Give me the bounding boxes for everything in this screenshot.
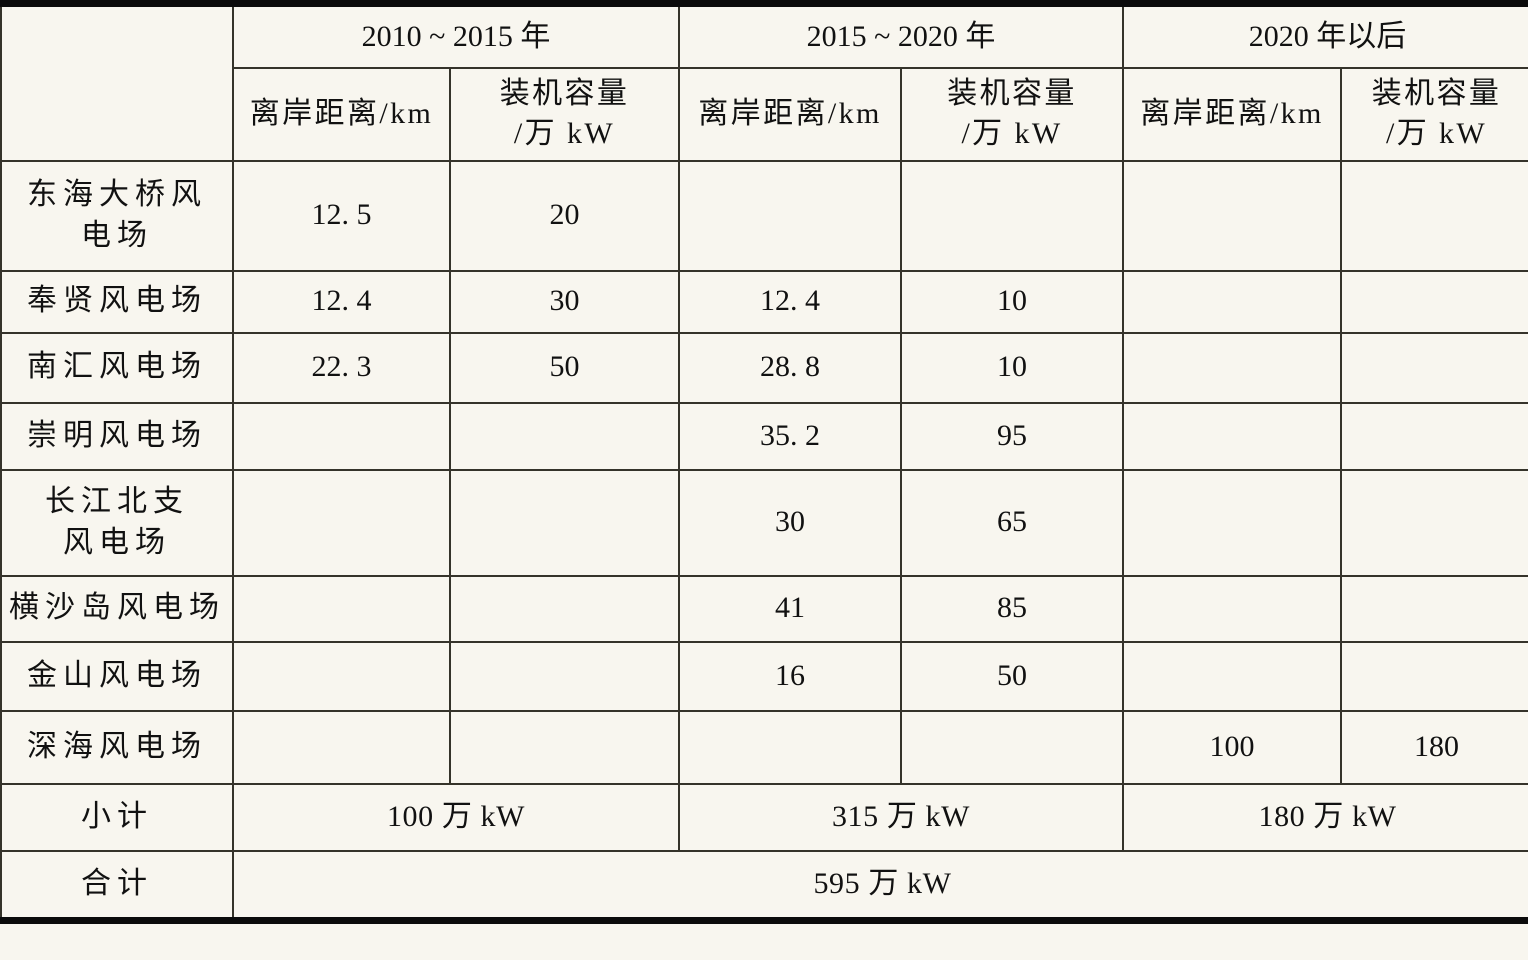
capacity-cell: 85 xyxy=(900,574,1125,643)
subtotal-2015-2020: 315 万 kW xyxy=(678,782,1125,852)
distance-cell xyxy=(1122,574,1343,643)
capacity-cell xyxy=(448,401,681,471)
period-header-2015-2020: 2015 ~ 2020 年 xyxy=(678,3,1125,69)
capacity-header-after-2020: 装机容量 /万 kW xyxy=(1340,66,1528,162)
table-row-chongming: 崇明风电场 35. 2 95 xyxy=(0,401,1528,471)
table-row-changjiang-north: 长江北支 风电场 30 65 xyxy=(0,468,1528,577)
distance-cell xyxy=(678,159,903,272)
distance-cell xyxy=(678,709,903,785)
distance-cell xyxy=(232,709,451,785)
distance-cell: 12. 5 xyxy=(232,159,451,272)
distance-cell: 22. 3 xyxy=(232,331,451,404)
distance-cell xyxy=(1122,468,1343,577)
capacity-cell xyxy=(1340,159,1528,272)
row-label: 金山风电场 xyxy=(0,640,234,712)
distance-cell: 12. 4 xyxy=(232,269,451,334)
distance-cell xyxy=(1122,640,1343,712)
row-label: 东海大桥风 电场 xyxy=(0,159,234,272)
capacity-cell xyxy=(900,159,1125,272)
corner-cell xyxy=(0,3,234,162)
table-row-jinshan: 金山风电场 16 50 xyxy=(0,640,1528,712)
capacity-cell xyxy=(448,468,681,577)
capacity-cell: 10 xyxy=(900,269,1125,334)
capacity-cell xyxy=(900,709,1125,785)
row-label: 崇明风电场 xyxy=(0,401,234,471)
period-header-after-2020: 2020 年以后 xyxy=(1122,3,1528,69)
table-row-fengxian: 奉贤风电场 12. 4 30 12. 4 10 xyxy=(0,269,1528,334)
header-row-periods: 2010 ~ 2015 年 2015 ~ 2020 年 2020 年以后 xyxy=(0,3,1528,162)
capacity-cell: 95 xyxy=(900,401,1125,471)
capacity-cell: 30 xyxy=(448,269,681,334)
capacity-cell: 180 xyxy=(1340,709,1528,785)
distance-cell: 100 xyxy=(1122,709,1343,785)
capacity-cell: 50 xyxy=(900,640,1125,712)
row-label: 横沙岛风电场 xyxy=(0,574,234,643)
distance-cell: 35. 2 xyxy=(678,401,903,471)
distance-cell: 12. 4 xyxy=(678,269,903,334)
capacity-cell xyxy=(1340,574,1528,643)
capacity-header-2015-2020: 装机容量 /万 kW xyxy=(900,66,1125,162)
distance-cell: 28. 8 xyxy=(678,331,903,404)
subtotal-label: 小计 xyxy=(0,782,234,852)
distance-cell: 16 xyxy=(678,640,903,712)
capacity-cell xyxy=(1340,269,1528,334)
table-row-hengsha-island: 横沙岛风电场 41 85 xyxy=(0,574,1528,643)
capacity-cell xyxy=(1340,401,1528,471)
capacity-cell xyxy=(1340,640,1528,712)
capacity-cell xyxy=(448,640,681,712)
distance-header-after-2020: 离岸距离/km xyxy=(1122,66,1343,162)
total-label: 合计 xyxy=(0,849,234,921)
distance-cell xyxy=(232,574,451,643)
distance-cell xyxy=(232,640,451,712)
capacity-cell: 10 xyxy=(900,331,1125,404)
distance-cell xyxy=(1122,269,1343,334)
capacity-cell: 65 xyxy=(900,468,1125,577)
header-row-measures: 离岸距离/km 装机容量 /万 kW 离岸距离/km 装机容量 /万 kW 离岸… xyxy=(1,66,1528,162)
distance-cell xyxy=(1122,331,1343,404)
distance-header-2010-2015: 离岸距离/km xyxy=(232,66,451,162)
table-row-donghai-bridge: 东海大桥风 电场 12. 5 20 xyxy=(0,159,1528,272)
total-value: 595 万 kW xyxy=(231,849,1528,921)
subtotal-2010-2015: 100 万 kW xyxy=(231,782,681,852)
capacity-cell xyxy=(448,709,681,785)
distance-cell xyxy=(232,401,451,471)
capacity-cell: 20 xyxy=(448,159,681,272)
capacity-cell: 50 xyxy=(448,331,681,404)
capacity-cell xyxy=(448,574,681,643)
table-row-total: 合计 595 万 kW xyxy=(0,849,1528,921)
row-label: 深海风电场 xyxy=(0,709,234,785)
distance-cell xyxy=(232,468,451,577)
distance-cell: 30 xyxy=(678,468,903,577)
distance-cell: 41 xyxy=(678,574,903,643)
capacity-cell xyxy=(1340,468,1528,577)
distance-cell xyxy=(1122,401,1343,471)
period-header-2010-2015: 2010 ~ 2015 年 xyxy=(231,3,681,69)
capacity-header-2010-2015: 装机容量 /万 kW xyxy=(448,66,681,162)
row-label: 长江北支 风电场 xyxy=(0,468,234,577)
row-label: 南汇风电场 xyxy=(0,331,234,404)
table-row-deep-sea: 深海风电场 100 180 xyxy=(0,709,1528,785)
subtotal-after-2020: 180 万 kW xyxy=(1122,782,1528,852)
table-row-subtotal: 小计 100 万 kW 315 万 kW 180 万 kW xyxy=(0,782,1528,852)
distance-header-2015-2020: 离岸距离/km xyxy=(678,66,903,162)
capacity-cell xyxy=(1340,331,1528,404)
wind-farm-table: 2010 ~ 2015 年 2015 ~ 2020 年 2020 年以后 离岸距… xyxy=(0,0,1528,924)
distance-cell xyxy=(1122,159,1343,272)
table-row-nanhui: 南汇风电场 22. 3 50 28. 8 10 xyxy=(0,331,1528,404)
row-label: 奉贤风电场 xyxy=(0,269,234,334)
